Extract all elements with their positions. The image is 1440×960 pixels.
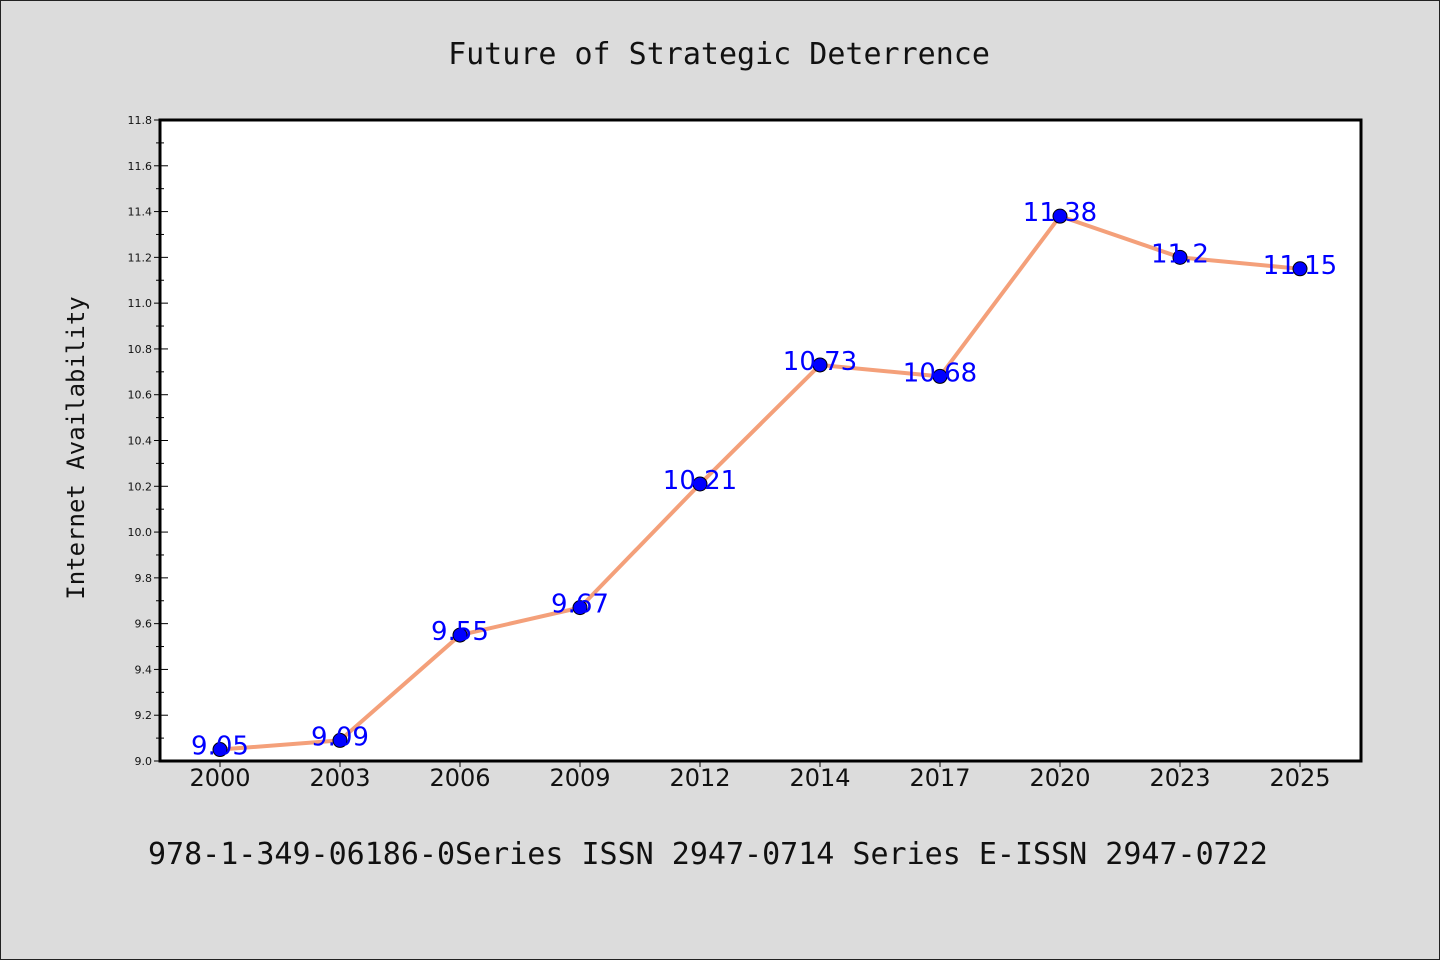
- y-tick-label: 11.8: [128, 114, 153, 127]
- data-value-label: 10.73: [783, 347, 857, 377]
- data-value-label: 9.67: [551, 590, 609, 620]
- data-point-marker: [932, 368, 948, 384]
- data-point-marker: [212, 742, 228, 758]
- data-point-marker: [572, 600, 588, 616]
- data-value-label: 10.68: [903, 358, 977, 388]
- y-tick-label: 10.4: [128, 435, 153, 448]
- x-tick-label: 2006: [429, 764, 490, 792]
- chart-title: Future of Strategic Deterrence: [448, 37, 990, 72]
- y-tick-label: 11.2: [128, 251, 153, 264]
- data-value-label: 11.2: [1151, 239, 1209, 269]
- data-point-marker: [1052, 208, 1068, 224]
- y-axis-label: Internet Availability: [62, 296, 90, 599]
- y-tick-label: 11.4: [128, 206, 153, 219]
- x-tick-label: 2025: [1269, 764, 1330, 792]
- data-value-label: 9.55: [431, 617, 489, 647]
- x-tick-label: 2012: [669, 764, 730, 792]
- series-line: [218, 214, 1302, 752]
- y-tick-label: 9.2: [135, 709, 153, 722]
- data-point-marker: [1172, 249, 1188, 265]
- x-tick-label: 2020: [1029, 764, 1090, 792]
- data-label-group: 9.05 9.09 9.55 9.67 10.21 10.73 10.68 11.38 11.2…: [191, 198, 1337, 761]
- x-tick-label: 2003: [309, 764, 370, 792]
- y-tick-label: 10.0: [128, 526, 153, 539]
- y-tick-label: 10.6: [128, 389, 153, 402]
- y-tick-label: 9.6: [135, 618, 153, 631]
- data-value-label: 9.09: [311, 722, 369, 752]
- footer-isbn-text: 978-1-349-06186-0Series ISSN 2947-0714 S…: [148, 837, 1268, 872]
- series-line-group: [212, 208, 1308, 758]
- x-tick-label: 2009: [549, 764, 610, 792]
- y-tick-label: 10.2: [128, 480, 153, 493]
- x-axis-ticks: 2000 2003 2006 2009 2012 2014 2017 2020 2023 2025: [189, 761, 1331, 792]
- y-tick-label: 9.0: [135, 755, 153, 768]
- data-value-label: 9.05: [191, 732, 249, 762]
- y-tick-label: 11.6: [128, 160, 153, 173]
- x-tick-label: 2017: [909, 764, 970, 792]
- y-tick-label: 9.4: [135, 663, 153, 676]
- x-tick-label: 2023: [1149, 764, 1210, 792]
- y-tick-label: 9.8: [135, 572, 153, 585]
- y-axis-ticks: 9.0 9.2 9.4 9.6 9.8 10.0 10.2 10.4 10.6 10.8 11.0 1…: [128, 114, 168, 768]
- x-tick-label: 2000: [189, 764, 250, 792]
- data-point-marker: [332, 732, 348, 748]
- x-tick-label: 2014: [789, 764, 850, 792]
- y-tick-label: 11.0: [128, 297, 153, 310]
- plot-area: [158, 118, 1363, 763]
- data-point-marker: [1292, 261, 1308, 277]
- data-point-marker: [452, 627, 468, 643]
- data-point-marker: [692, 476, 708, 492]
- data-value-label: 11.15: [1263, 251, 1337, 281]
- data-point-marker: [812, 357, 828, 373]
- data-value-label: 10.21: [663, 466, 737, 496]
- data-value-label: 11.38: [1023, 198, 1097, 228]
- y-tick-label: 10.8: [128, 343, 153, 356]
